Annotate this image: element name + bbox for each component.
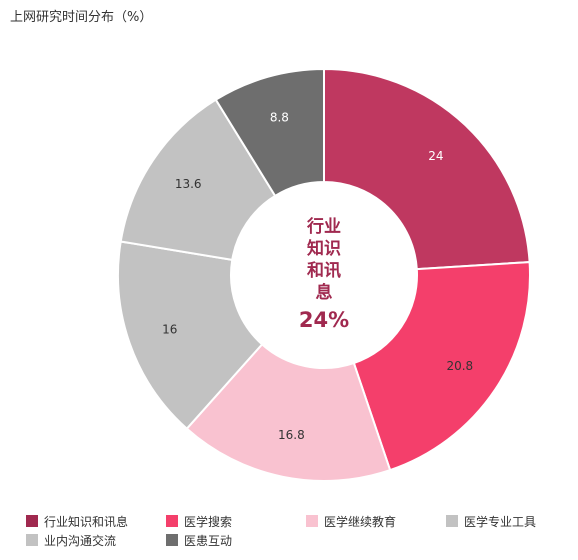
legend-swatch — [26, 534, 38, 546]
legend-item[interactable]: 医学搜索 — [166, 513, 306, 529]
legend-swatch — [446, 515, 458, 527]
legend-item[interactable]: 医患互动 — [166, 532, 306, 548]
donut-slice[interactable] — [117, 240, 264, 431]
legend-label: 行业知识和讯息 — [44, 514, 129, 529]
donut-slice[interactable] — [214, 67, 325, 198]
center-value: 24% — [298, 308, 350, 332]
donut-slice[interactable] — [185, 342, 392, 482]
legend-item[interactable]: 医学专业工具 — [446, 513, 571, 529]
legend-label: 医学搜索 — [184, 514, 233, 529]
legend-label: 业内沟通交流 — [44, 533, 117, 548]
donut-slice[interactable] — [352, 261, 531, 472]
legend-item[interactable]: 业内沟通交流 — [26, 532, 166, 548]
legend-swatch — [166, 515, 178, 527]
donut-slice[interactable] — [119, 98, 277, 262]
slice-value-label: 20.8 — [446, 359, 473, 373]
center-name-line: 知识 — [307, 239, 341, 259]
donut-slices — [117, 67, 531, 482]
center-name-line: 行业 — [307, 217, 341, 237]
legend-item[interactable]: 医学继续教育 — [306, 513, 446, 529]
slice-value-label: 13.6 — [175, 177, 202, 191]
legend-label: 医学专业工具 — [464, 514, 537, 529]
legend-label: 医学继续教育 — [324, 514, 397, 529]
donut-hole — [232, 183, 416, 367]
center-name-line: 息 — [315, 283, 333, 303]
legend-swatch — [166, 534, 178, 546]
donut-slice[interactable] — [323, 67, 531, 271]
slice-value-label: 8.8 — [270, 111, 289, 125]
chart-title: 上网研究时间分布（%） — [10, 10, 153, 25]
slice-value-label: 24 — [428, 149, 443, 163]
slice-value-label: 16.8 — [278, 428, 305, 442]
legend-swatch — [306, 515, 318, 527]
donut-chart: 24 20.8 16.8 16 13.6 8.8 — [117, 67, 531, 482]
center-label: 行业 知识 和讯 息 24% — [254, 216, 394, 334]
slice-labels: 24 20.8 16.8 16 13.6 8.8 — [162, 111, 473, 442]
legend-label: 医患互动 — [184, 533, 233, 548]
legend-swatch — [26, 515, 38, 527]
center-name-line: 和讯 — [307, 261, 341, 281]
legend-item[interactable]: 行业知识和讯息 — [26, 513, 166, 529]
legend: 行业知识和讯息 医学搜索 医学继续教育 医学专业工具 业内沟通交流 医患互动 — [26, 513, 571, 548]
slice-value-label: 16 — [162, 322, 177, 336]
